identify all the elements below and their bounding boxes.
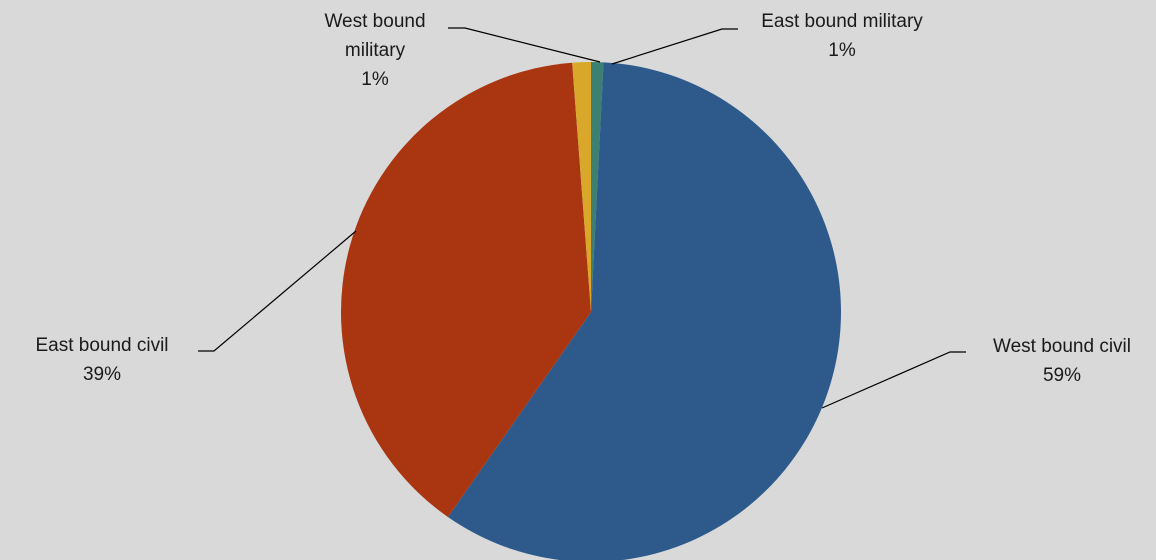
leader-line-east-bound-civil [198,230,357,352]
data-label-category: East bound civil [35,335,168,356]
data-label-percent: 59% [1043,365,1081,386]
labels-layer: East bound military 1% West bound civil 59%… [35,11,1131,386]
data-label-category: East bound military [761,11,923,32]
data-label-category: military [345,40,406,61]
data-label-east-bound-civil: East bound civil 39% [35,335,168,385]
data-label-west-bound-civil: West bound civil 59% [993,336,1131,386]
slices-layer [341,62,841,560]
data-label-percent: 39% [83,364,121,385]
leader-line-west-bound-military [448,27,601,63]
leader-line-west-bound-civil [821,351,966,409]
leader-lines-layer [198,27,966,409]
pie-slice-west-bound-civil [447,62,841,560]
data-label-east-bound-military: East bound military 1% [761,11,923,61]
data-label-category: West bound civil [993,336,1131,357]
data-label-percent: 1% [828,40,856,61]
pie-slice-east-bound-military [591,62,604,312]
data-label-west-bound-military: West bound military 1% [324,11,425,90]
pie-slice-east-bound-civil [341,62,591,517]
data-label-percent: 1% [361,69,389,90]
data-label-category: West bound [324,11,425,32]
leader-line-east-bound-military [611,28,738,65]
pie-slice-west-bound-military [572,62,591,312]
